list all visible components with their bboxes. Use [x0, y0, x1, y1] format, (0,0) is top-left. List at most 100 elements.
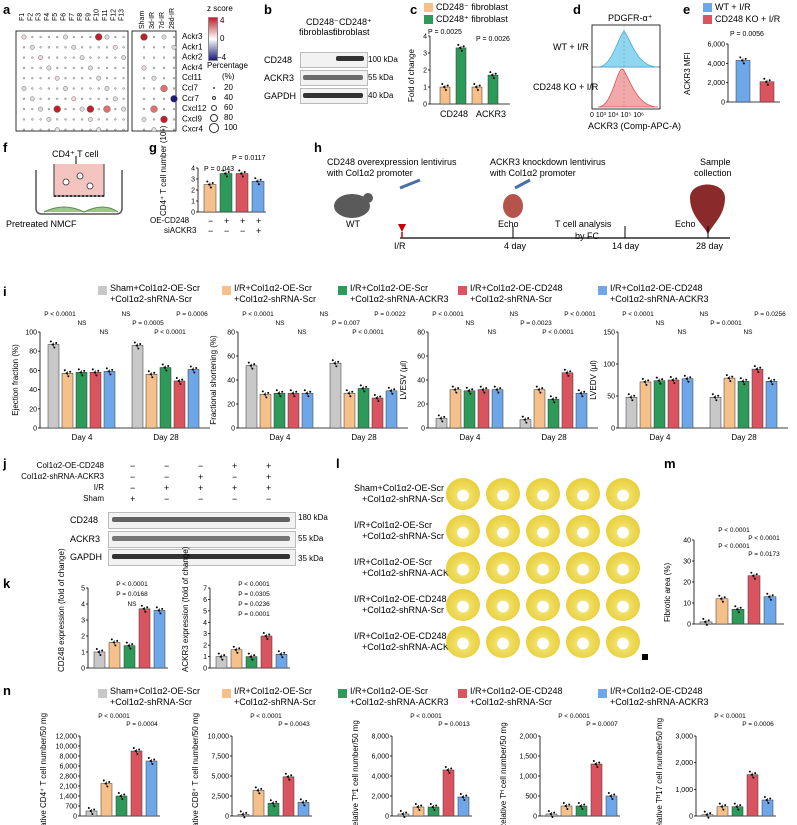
- g-sign-row2: −: [208, 226, 214, 236]
- data-point: [264, 635, 267, 637]
- n2-tick-label: 8,000: [371, 734, 389, 741]
- dot: [172, 35, 176, 39]
- bar: [463, 390, 476, 429]
- panel-label-n: n: [3, 683, 11, 698]
- data-point: [734, 605, 737, 608]
- dot: [162, 97, 166, 100]
- bar: [130, 750, 143, 817]
- data-point: [121, 798, 124, 800]
- syringe-icon-2: [514, 178, 531, 190]
- data-point: [739, 56, 742, 59]
- dot: [80, 77, 84, 80]
- data-point: [767, 377, 770, 380]
- k1-tick-label: 3: [81, 618, 85, 625]
- data-point: [283, 651, 286, 654]
- n-ylabel: Relative Tᴴ17 cell number/50 mg: [655, 718, 664, 825]
- j-sign: −: [164, 461, 170, 471]
- e-legend-2: CD248 KO + I/R: [715, 14, 781, 24]
- dot: [22, 118, 26, 121]
- dot: [39, 87, 42, 90]
- dot: [29, 44, 35, 50]
- data-point: [67, 375, 70, 378]
- dot: [95, 33, 103, 41]
- k1-tick-label: 0: [81, 666, 85, 673]
- k1-pvalue: P = 0.0168: [116, 591, 148, 598]
- dot: [72, 107, 75, 111]
- heart-section: [606, 478, 640, 510]
- data-point: [707, 619, 710, 622]
- esv-tick-label: 60: [417, 354, 425, 361]
- bar: [103, 371, 116, 429]
- dot: [162, 77, 166, 80]
- j-sign: −: [130, 483, 136, 493]
- bar: [709, 397, 722, 429]
- l-label-line2: +Col1α2-shRNA-Scr: [362, 494, 444, 504]
- dot: [152, 66, 156, 69]
- data-point: [393, 388, 396, 391]
- dot: [89, 46, 92, 49]
- data-point: [757, 371, 760, 374]
- panel-label-f: f: [3, 140, 8, 155]
- data-point: [114, 644, 117, 647]
- dot: [46, 117, 52, 122]
- data-point: [97, 651, 100, 653]
- panel-label-d: d: [573, 2, 581, 17]
- dot: [121, 106, 127, 112]
- c-tick-label: 1: [423, 85, 427, 92]
- heart-section: [566, 552, 600, 584]
- bar: [747, 575, 761, 625]
- data-point: [295, 390, 298, 393]
- data-point: [403, 816, 406, 818]
- col-label-F3: F3: [36, 13, 43, 21]
- n-ylabel: Relative Tᴴ1 cell number/50 mg: [351, 720, 360, 825]
- b-band-cd248: [336, 56, 364, 61]
- col-label-F1: F1: [19, 13, 26, 21]
- legend-line2: +Col1α2-shRNA-Scr: [110, 697, 192, 707]
- pct-title: Percentage: [207, 61, 248, 70]
- data-point: [375, 397, 378, 399]
- data-point: [91, 368, 94, 371]
- data-point: [305, 392, 308, 395]
- c-tick-label: 3: [423, 51, 427, 58]
- data-point: [743, 383, 746, 386]
- data-point: [253, 654, 256, 657]
- dot: [56, 56, 59, 59]
- fs-tick-label: 60: [227, 354, 235, 361]
- fs-pvalue: P = 0.007: [332, 320, 360, 327]
- data-point: [592, 760, 595, 762]
- data-point: [389, 389, 392, 392]
- data-point: [471, 388, 474, 391]
- data-point: [175, 376, 178, 379]
- data-point: [568, 803, 571, 806]
- panel-label-j: j: [3, 456, 7, 471]
- pct-value: 40: [224, 93, 233, 102]
- data-point: [365, 385, 368, 388]
- d-row1: WT + I/R: [553, 42, 589, 52]
- legend-line1: Sham+Col1α2-OE-Scr: [110, 686, 200, 696]
- dot: [142, 56, 146, 59]
- data-point: [478, 84, 481, 87]
- n3-tick-label: 0: [533, 814, 537, 821]
- n3-tick-label: 500: [525, 794, 537, 801]
- edv-pvalue: NS: [699, 311, 709, 318]
- c-xcat-2: ACKR3: [476, 109, 507, 119]
- dot: [142, 107, 146, 111]
- dot: [105, 56, 109, 59]
- heart-section: [526, 515, 560, 547]
- n4-tick-label: 1,000: [675, 787, 693, 794]
- data-point: [151, 376, 154, 379]
- data-point: [771, 594, 774, 597]
- data-point: [273, 805, 276, 808]
- data-point: [110, 638, 113, 641]
- col-label-F2: F2: [27, 13, 34, 21]
- heart-section: [606, 626, 640, 658]
- ef-tick-label: 60: [29, 368, 37, 375]
- j-band-ackr3: [112, 536, 290, 541]
- transwell-diagram: [35, 156, 123, 215]
- legend-swatch: [458, 286, 467, 295]
- data-point: [119, 795, 122, 797]
- dot: [89, 97, 92, 100]
- k1-tick-label: 1: [81, 650, 85, 657]
- legend-line1: I/R+Col1α2-OE-Scr: [350, 283, 428, 293]
- row-label-Ackr4: Ackr4: [182, 63, 203, 72]
